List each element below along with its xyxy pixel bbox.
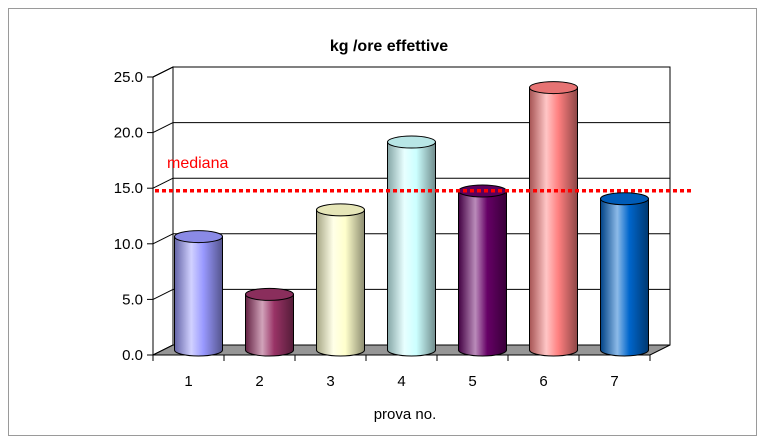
bar-body: [387, 141, 436, 357]
x-tick-label: 4: [397, 373, 405, 390]
bar: [529, 81, 578, 357]
y-tick-label: 25.0: [114, 69, 143, 86]
bar-top: [316, 203, 365, 217]
bars: [174, 81, 649, 357]
bar-top: [245, 287, 294, 301]
bar: [316, 203, 365, 357]
gridline-side: [152, 233, 174, 245]
chart-title: kg /ore effettive: [330, 38, 448, 55]
y-tick-label: 10.0: [114, 236, 143, 253]
bar: [245, 287, 294, 357]
median-line-group: mediana: [155, 155, 694, 193]
bar: [600, 192, 649, 357]
x-axis-label: prova no.: [374, 406, 437, 423]
bar-body: [245, 293, 294, 357]
bar-body: [600, 198, 649, 357]
x-tick-label: 2: [255, 373, 263, 390]
bar: [458, 184, 507, 357]
x-tick-label: 7: [610, 373, 618, 390]
median-label: mediana: [167, 155, 228, 172]
bar-body: [174, 236, 223, 357]
bar: [174, 230, 223, 357]
bar-top: [600, 192, 649, 206]
x-tick-label: 6: [539, 373, 547, 390]
y-tick-label: 20.0: [114, 125, 143, 142]
bar-top: [529, 81, 578, 95]
bar: [387, 135, 436, 357]
y-axis-ticks: 0.0 5.0 10.0 15.0 20.0 25.0: [114, 69, 154, 364]
gridline-side: [152, 122, 174, 134]
x-axis-ticks: 1 2 3 4 5 6 7: [152, 354, 651, 390]
y-tick-label: 15.0: [114, 180, 143, 197]
gridline-side: [152, 177, 174, 189]
bar-body: [529, 87, 578, 357]
x-tick-label: 3: [326, 373, 334, 390]
side-wall: [152, 66, 174, 356]
y-tick-label: 0.0: [122, 347, 143, 364]
gridline-side: [152, 66, 174, 78]
x-tick-label: 1: [184, 373, 192, 390]
bar-body: [316, 209, 365, 357]
bar-top: [174, 230, 223, 244]
y-tick-label: 5.0: [122, 291, 143, 308]
x-tick-label: 5: [468, 373, 476, 390]
bar-body: [458, 190, 507, 357]
gridline-side: [152, 288, 174, 300]
bar-top: [387, 135, 436, 149]
